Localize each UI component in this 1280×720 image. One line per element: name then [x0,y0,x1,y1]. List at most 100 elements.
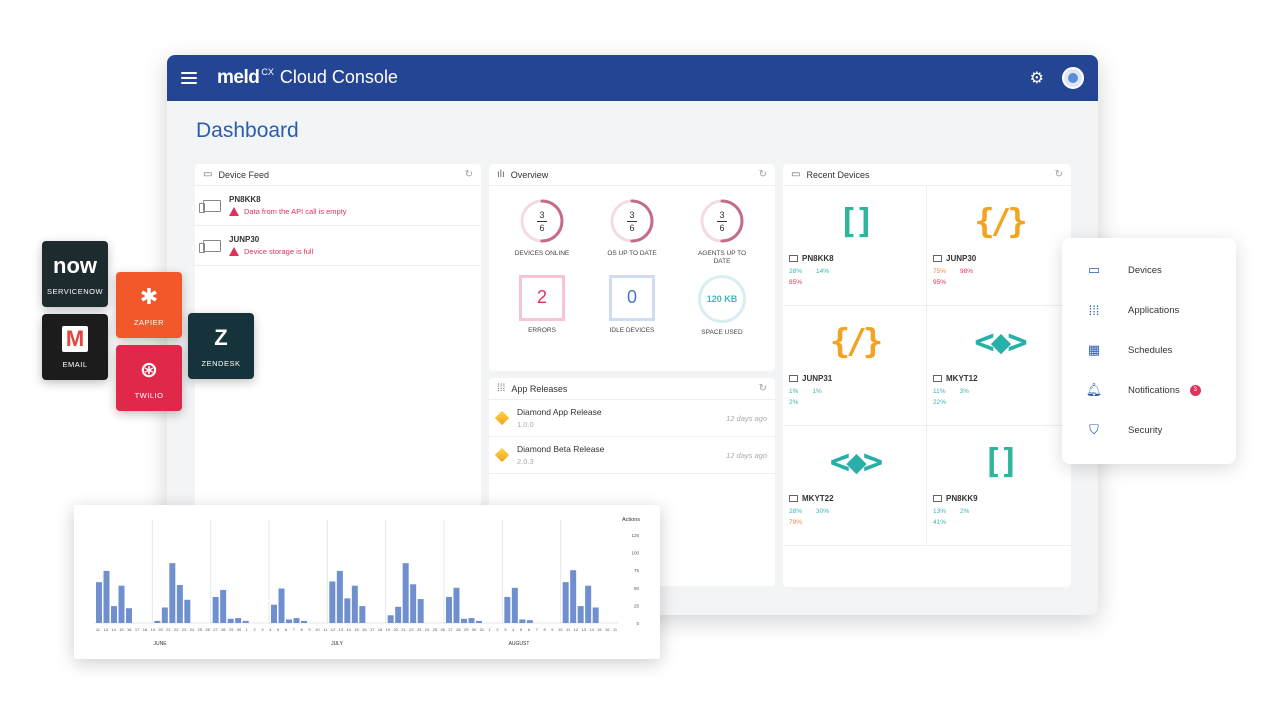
cpu-stat: 13% [933,508,947,515]
brand-logo: meld [217,67,260,88]
x-tick-label: 12 [331,627,336,632]
bar [359,606,366,623]
bar [511,587,518,623]
x-tick-label: 28 [456,627,461,632]
nav-label: Applications [1128,304,1180,316]
x-tick-label: 7 [536,627,539,632]
bar [519,619,526,623]
menu-icon[interactable] [181,72,197,84]
gear-icon[interactable]: ⚙ [1029,70,1044,87]
space-used-stat: 120 KB SPACE USED [677,274,767,337]
page-title: Dashboard [196,119,299,142]
x-tick-label: 24 [425,627,430,632]
x-tick-label: 20 [393,627,398,632]
tile-label: EMAIL [62,359,88,369]
grid-icon: ⁞⁞⁞ [497,383,506,394]
tile-label: ZAPIER [133,317,165,327]
x-tick-label: 13 [582,627,587,632]
x-tick-label: 5 [520,627,523,632]
diamond-icon [494,410,510,426]
x-tick-label: 10 [315,627,320,632]
angle-logo-icon: <◆> [829,442,883,482]
x-tick-label: 9 [308,627,311,632]
nav-card: ▭ Devices ⁞⁞⁞ Applications ▦ Schedules 🔔… [1062,238,1236,464]
bar [126,608,132,623]
recent-devices-grid: [] PN8KK8 28% 14% 85% {/} JUNP30 75% 98% 95%… [783,186,1071,546]
feed-item[interactable]: PN8KK8 Data from the API call is empty [195,186,481,226]
device-card[interactable]: {/} JUNP30 75% 98% 95% [927,186,1071,306]
bar [154,620,161,623]
app-releases-header: ⁞⁞⁞ App Releases ↻ [489,378,775,400]
bell-icon: 🔔︎ [1085,382,1103,397]
storage-stat: 1% [812,388,822,395]
bar [161,607,168,623]
device-icon: ▭ [791,169,801,180]
refresh-icon[interactable]: ↻ [464,169,473,180]
device-card[interactable]: [] PN8KK8 28% 14% 85% [783,186,927,306]
x-tick-label: 28 [221,627,226,632]
memory-stat: 85% [789,279,803,287]
feed-device-name: JUNP30 [229,235,260,244]
idle-devices-stat: 0 IDLE DEVICES [587,274,677,337]
bar [344,598,351,623]
nav-item-devices[interactable]: ▭ Devices [1062,250,1236,290]
bracket-logo-icon: [] [838,202,875,242]
device-feed-title: Device Feed [218,169,269,180]
angle-logo-icon: <◆> [974,322,1027,362]
zendesk-icon: Z [214,324,228,350]
x-tick-label: 29 [464,627,469,632]
release-item[interactable]: Diamond Beta Release 2.0.3 12 days ago [489,437,775,474]
x-tick-label: 30 [472,627,477,632]
bar [235,618,242,623]
calendar-icon: ▦ [1087,342,1101,357]
email-tile[interactable]: M EMAIL [42,314,108,380]
recent-devices-header: ▭ Recent Devices ↻ [783,164,1071,186]
stat-label: DEVICES ONLINE [514,250,570,257]
device-card[interactable]: <◆> MKYT12 11% 3% 22% [927,306,1071,426]
nav-item-security[interactable]: ⛉ Security [1062,410,1236,450]
x-tick-label: 22 [409,627,414,632]
device-card[interactable]: [] PN8KK9 13% 2% 41% [927,426,1071,546]
device-card[interactable]: {/} JUNP31 1% 1% 2% [783,306,927,426]
storage-stat: 3% [959,388,969,395]
servicenow-tile[interactable]: now SERVICENOW [42,241,108,307]
feed-item[interactable]: JUNP30 Device storage is full [195,226,481,266]
bar-chart-icon: ılı [497,169,505,180]
zapier-tile[interactable]: ✱ ZAPIER [116,272,182,338]
avatar[interactable] [1062,67,1084,89]
x-tick-label: 26 [205,627,210,632]
x-tick-label: 15 [119,627,124,632]
nav-label: Notifications [1128,384,1180,396]
x-tick-label: 16 [362,627,367,632]
release-version: 1.0.0 [517,420,534,429]
cpu-stat: 11% [933,388,946,395]
device-card[interactable]: <◆> MKYT22 28% 30% 79% [783,426,927,546]
bar [184,599,191,623]
zendesk-tile[interactable]: Z ZENDESK [188,313,254,379]
y-tick-label: 0 [636,621,639,626]
nav-item-notifications[interactable]: 🔔︎ Notifications 3 [1062,370,1236,410]
bar [242,620,249,623]
release-item[interactable]: Diamond App Release 1.0.0 12 days ago [489,400,775,437]
x-tick-label: 23 [417,627,422,632]
x-tick-label: 8 [543,627,546,632]
refresh-icon[interactable]: ↻ [1054,169,1063,180]
memory-stat: 41% [933,519,947,527]
refresh-icon[interactable]: ↻ [758,169,767,180]
actions-chart-card: 0 25 50 75 100 125 11 13 14 15 16 17 18 19 20 21 22 23 24 2… [74,505,660,659]
x-tick-label: 21 [401,627,406,632]
bar [111,606,117,623]
x-tick-label: 25 [198,627,203,632]
release-time: 12 days ago [726,413,767,423]
nav-item-schedules[interactable]: ▦ Schedules [1062,330,1236,370]
x-tick-label: 7 [293,627,296,632]
nav-item-applications[interactable]: ⁞⁞⁞ Applications [1062,290,1236,330]
gmail-icon: M [61,325,89,352]
twilio-tile[interactable]: ⊛ TWILIO [116,345,182,411]
refresh-icon[interactable]: ↻ [758,383,767,394]
cpu-stat: 75% [933,268,947,275]
